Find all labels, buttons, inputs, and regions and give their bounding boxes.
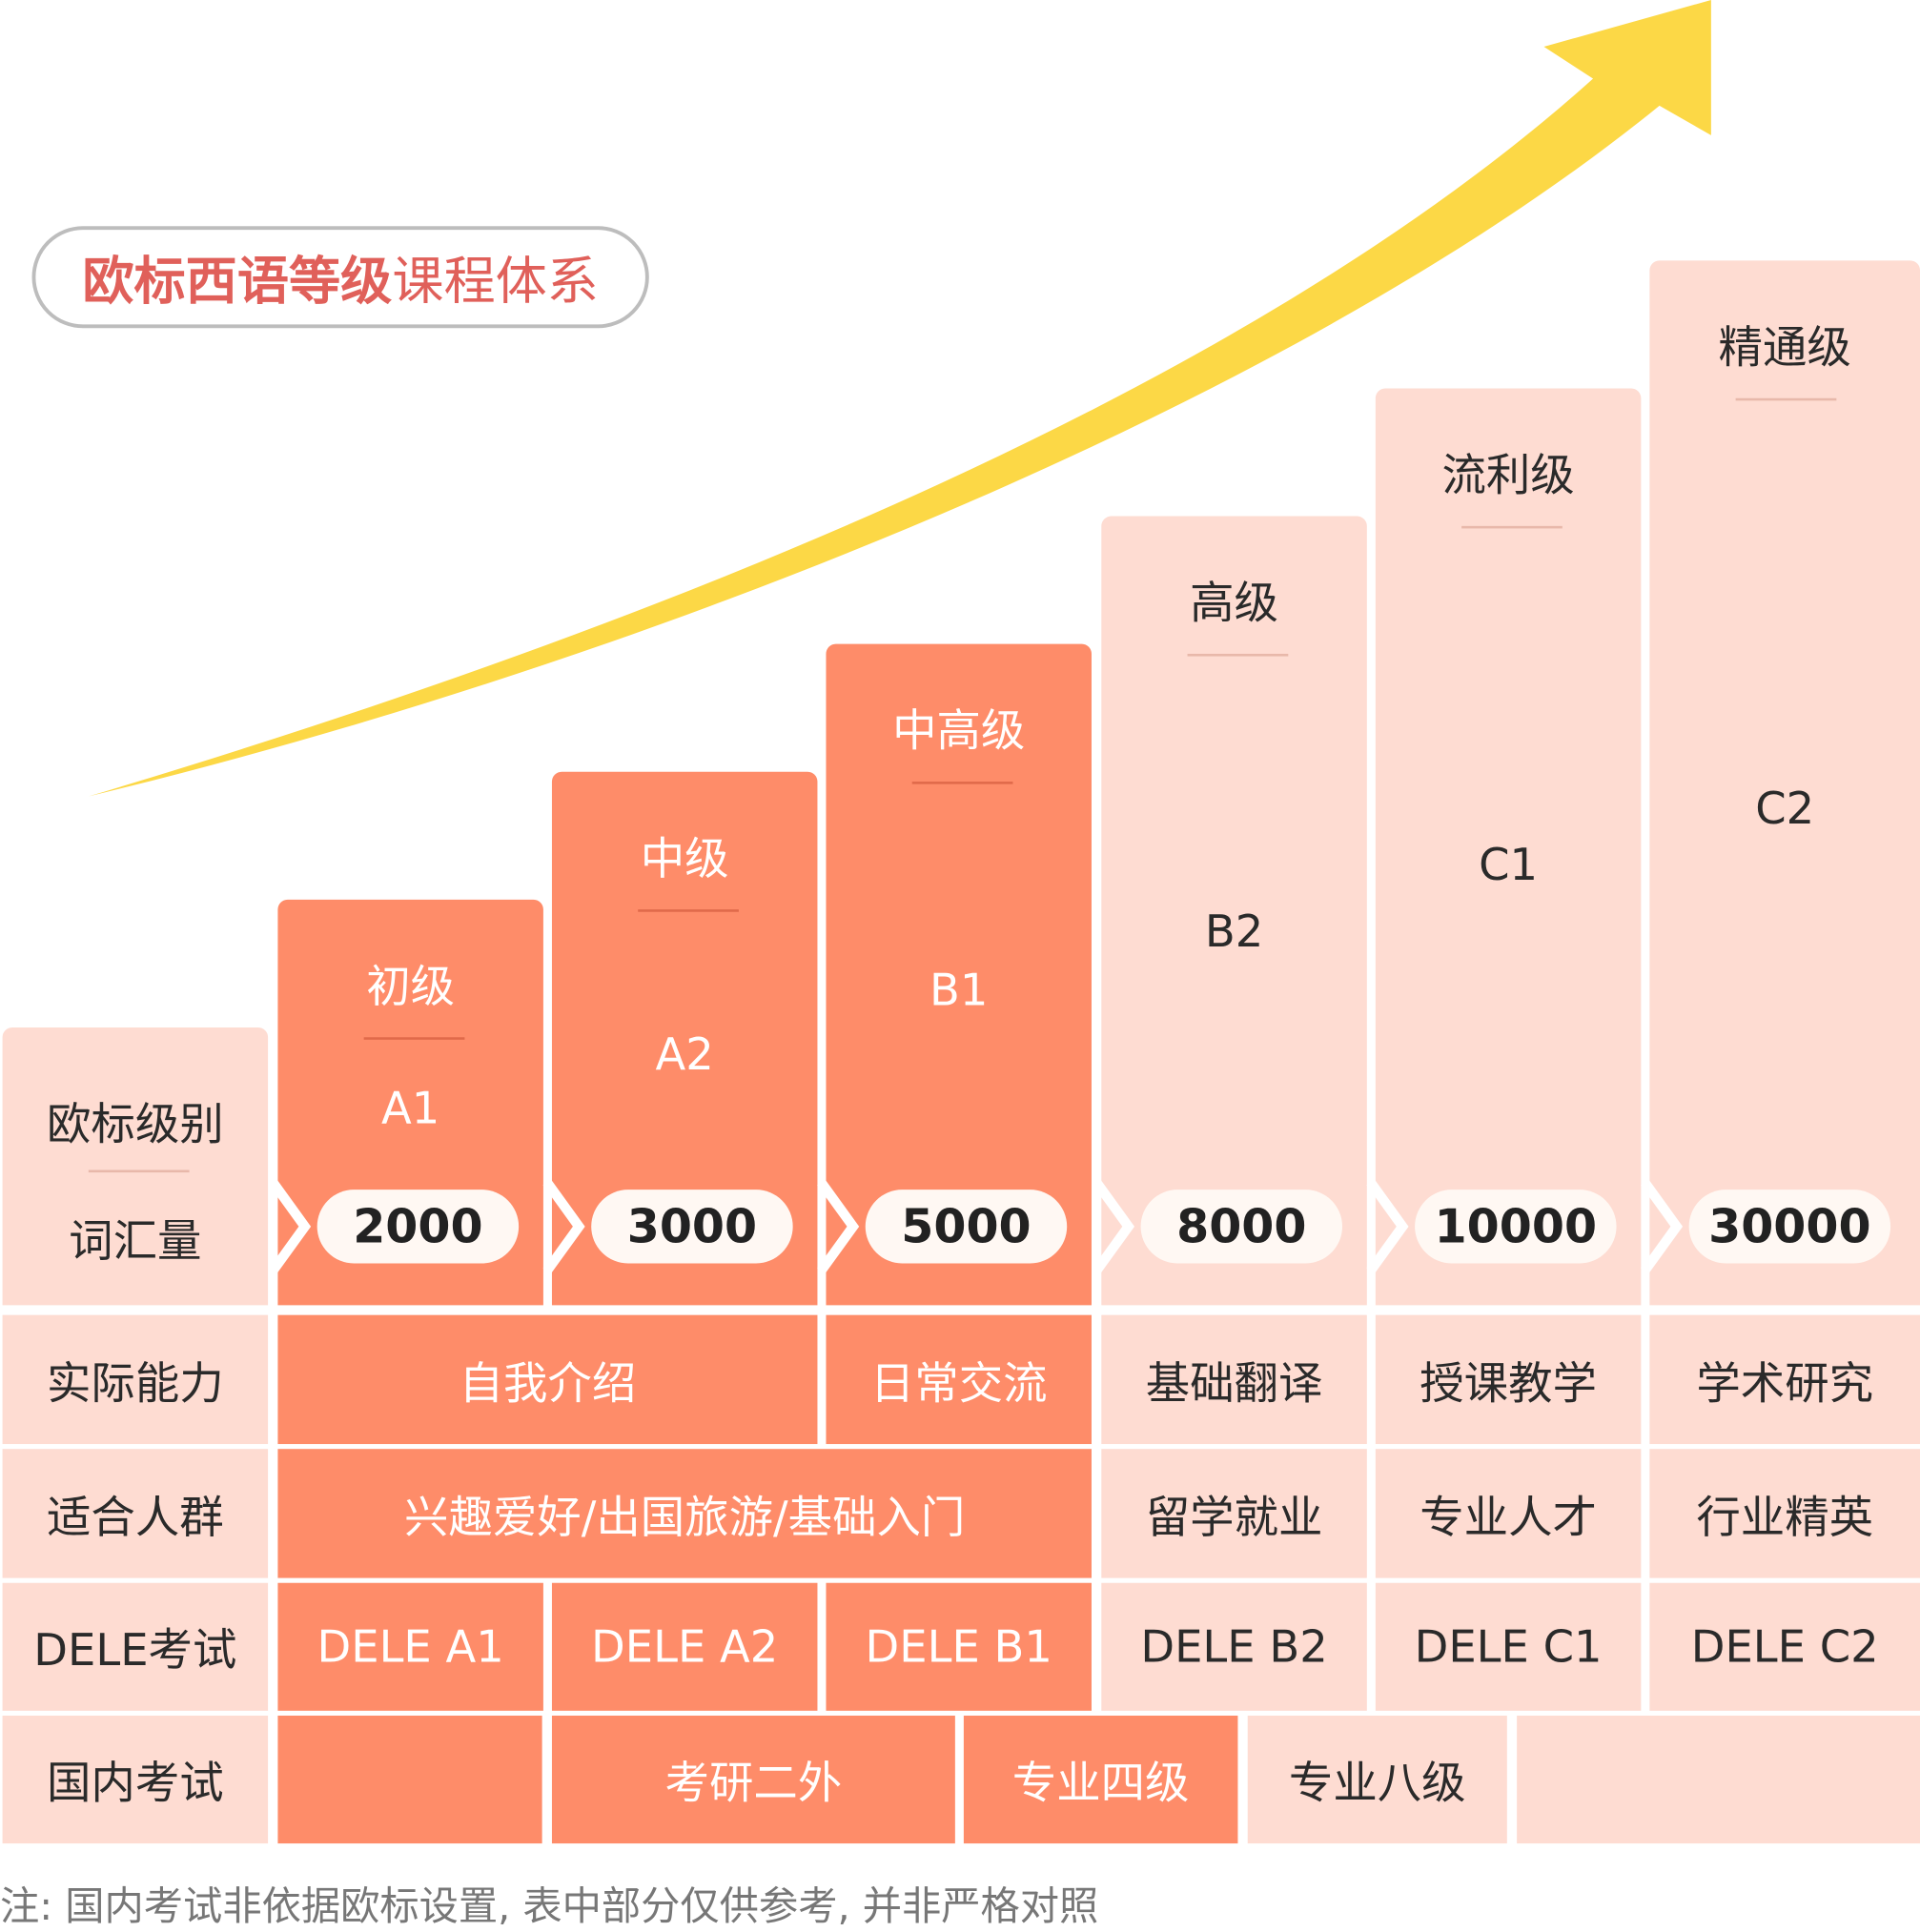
label-vocab: 词汇量 <box>69 1216 202 1268</box>
audience-cell: 专业人才 <box>1375 1449 1642 1578</box>
footnote: 注: 国内考试非依据欧标设置, 表中部分仅供参考, 并非严格对照 <box>0 1882 1099 1930</box>
vocab-pill: 2000 <box>317 1190 520 1264</box>
divider <box>1461 525 1563 529</box>
divider <box>911 782 1013 784</box>
ability-cell: 自我介绍 <box>277 1314 818 1445</box>
vocab-pill: 3000 <box>591 1190 793 1264</box>
level-code: B1 <box>929 966 989 1017</box>
level-column-a2: 中级 A2 3000 <box>551 771 818 1306</box>
domestic-empty-cell <box>277 1716 542 1844</box>
row-label-header: 欧标级别 词汇量 <box>2 1027 269 1306</box>
title-bold: 欧标西语等级 <box>82 251 393 312</box>
level-code: C2 <box>1755 783 1815 835</box>
divider <box>638 909 739 912</box>
ability-cell: 基础翻译 <box>1101 1314 1367 1445</box>
level-name: 精通级 <box>1718 323 1851 374</box>
dele-cell: DELE A1 <box>277 1582 543 1711</box>
level-code: C1 <box>1479 840 1539 891</box>
audience-cell: 行业精英 <box>1649 1449 1920 1578</box>
divider <box>1735 397 1837 401</box>
domestic-cell: 专业八级 <box>1247 1716 1507 1844</box>
label-domestic: 国内考试 <box>2 1716 269 1844</box>
dele-cell: DELE C2 <box>1649 1582 1920 1711</box>
divider <box>363 1037 465 1040</box>
level-name: 中级 <box>640 834 729 885</box>
ability-cell: 授课教学 <box>1375 1314 1642 1445</box>
dele-cell: DELE C1 <box>1375 1582 1642 1711</box>
label-ability: 实际能力 <box>2 1314 269 1445</box>
domestic-empty-cell <box>1517 1716 1920 1844</box>
domestic-cell: 专业四级 <box>963 1716 1238 1844</box>
level-name: 初级 <box>366 962 456 1013</box>
dele-cell: DELE B1 <box>826 1582 1092 1711</box>
dele-cell: DELE B2 <box>1101 1582 1367 1711</box>
level-name: 中高级 <box>892 706 1026 758</box>
domestic-cell: 考研二外 <box>551 1716 955 1844</box>
level-code: B2 <box>1204 906 1264 958</box>
level-column-c2: 精通级 C2 30000 <box>1649 260 1920 1306</box>
level-name: 高级 <box>1190 579 1278 630</box>
ability-cell: 学术研究 <box>1649 1314 1920 1445</box>
dele-cell: DELE A2 <box>551 1582 818 1711</box>
audience-cell: 留学就业 <box>1101 1449 1367 1578</box>
vocab-pill: 8000 <box>1140 1190 1343 1264</box>
ability-cell: 日常交流 <box>826 1314 1092 1445</box>
divider <box>1187 653 1289 657</box>
audience-cell: 兴趣爱好/出国旅游/基础入门 <box>277 1449 1092 1578</box>
label-level: 欧标级别 <box>46 1100 224 1150</box>
label-audience: 适合人群 <box>2 1449 269 1578</box>
level-column-a1: 初级 A1 2000 <box>277 899 543 1306</box>
title-pill: 欧标西语等级 课程体系 <box>31 226 649 329</box>
level-column-b1: 中高级 B1 5000 <box>826 643 1092 1306</box>
level-name: 流利级 <box>1441 451 1575 502</box>
level-code: A2 <box>655 1029 714 1081</box>
title-normal: 课程体系 <box>392 251 599 312</box>
vocab-pill: 10000 <box>1415 1190 1617 1264</box>
vocab-pill: 5000 <box>865 1190 1068 1264</box>
level-column-b2: 高级 B2 8000 <box>1101 516 1367 1306</box>
label-dele: DELE考试 <box>2 1582 269 1711</box>
divider <box>88 1169 190 1173</box>
level-column-c1: 流利级 C1 10000 <box>1375 388 1642 1306</box>
vocab-pill: 30000 <box>1688 1190 1891 1264</box>
level-code: A1 <box>381 1084 440 1135</box>
